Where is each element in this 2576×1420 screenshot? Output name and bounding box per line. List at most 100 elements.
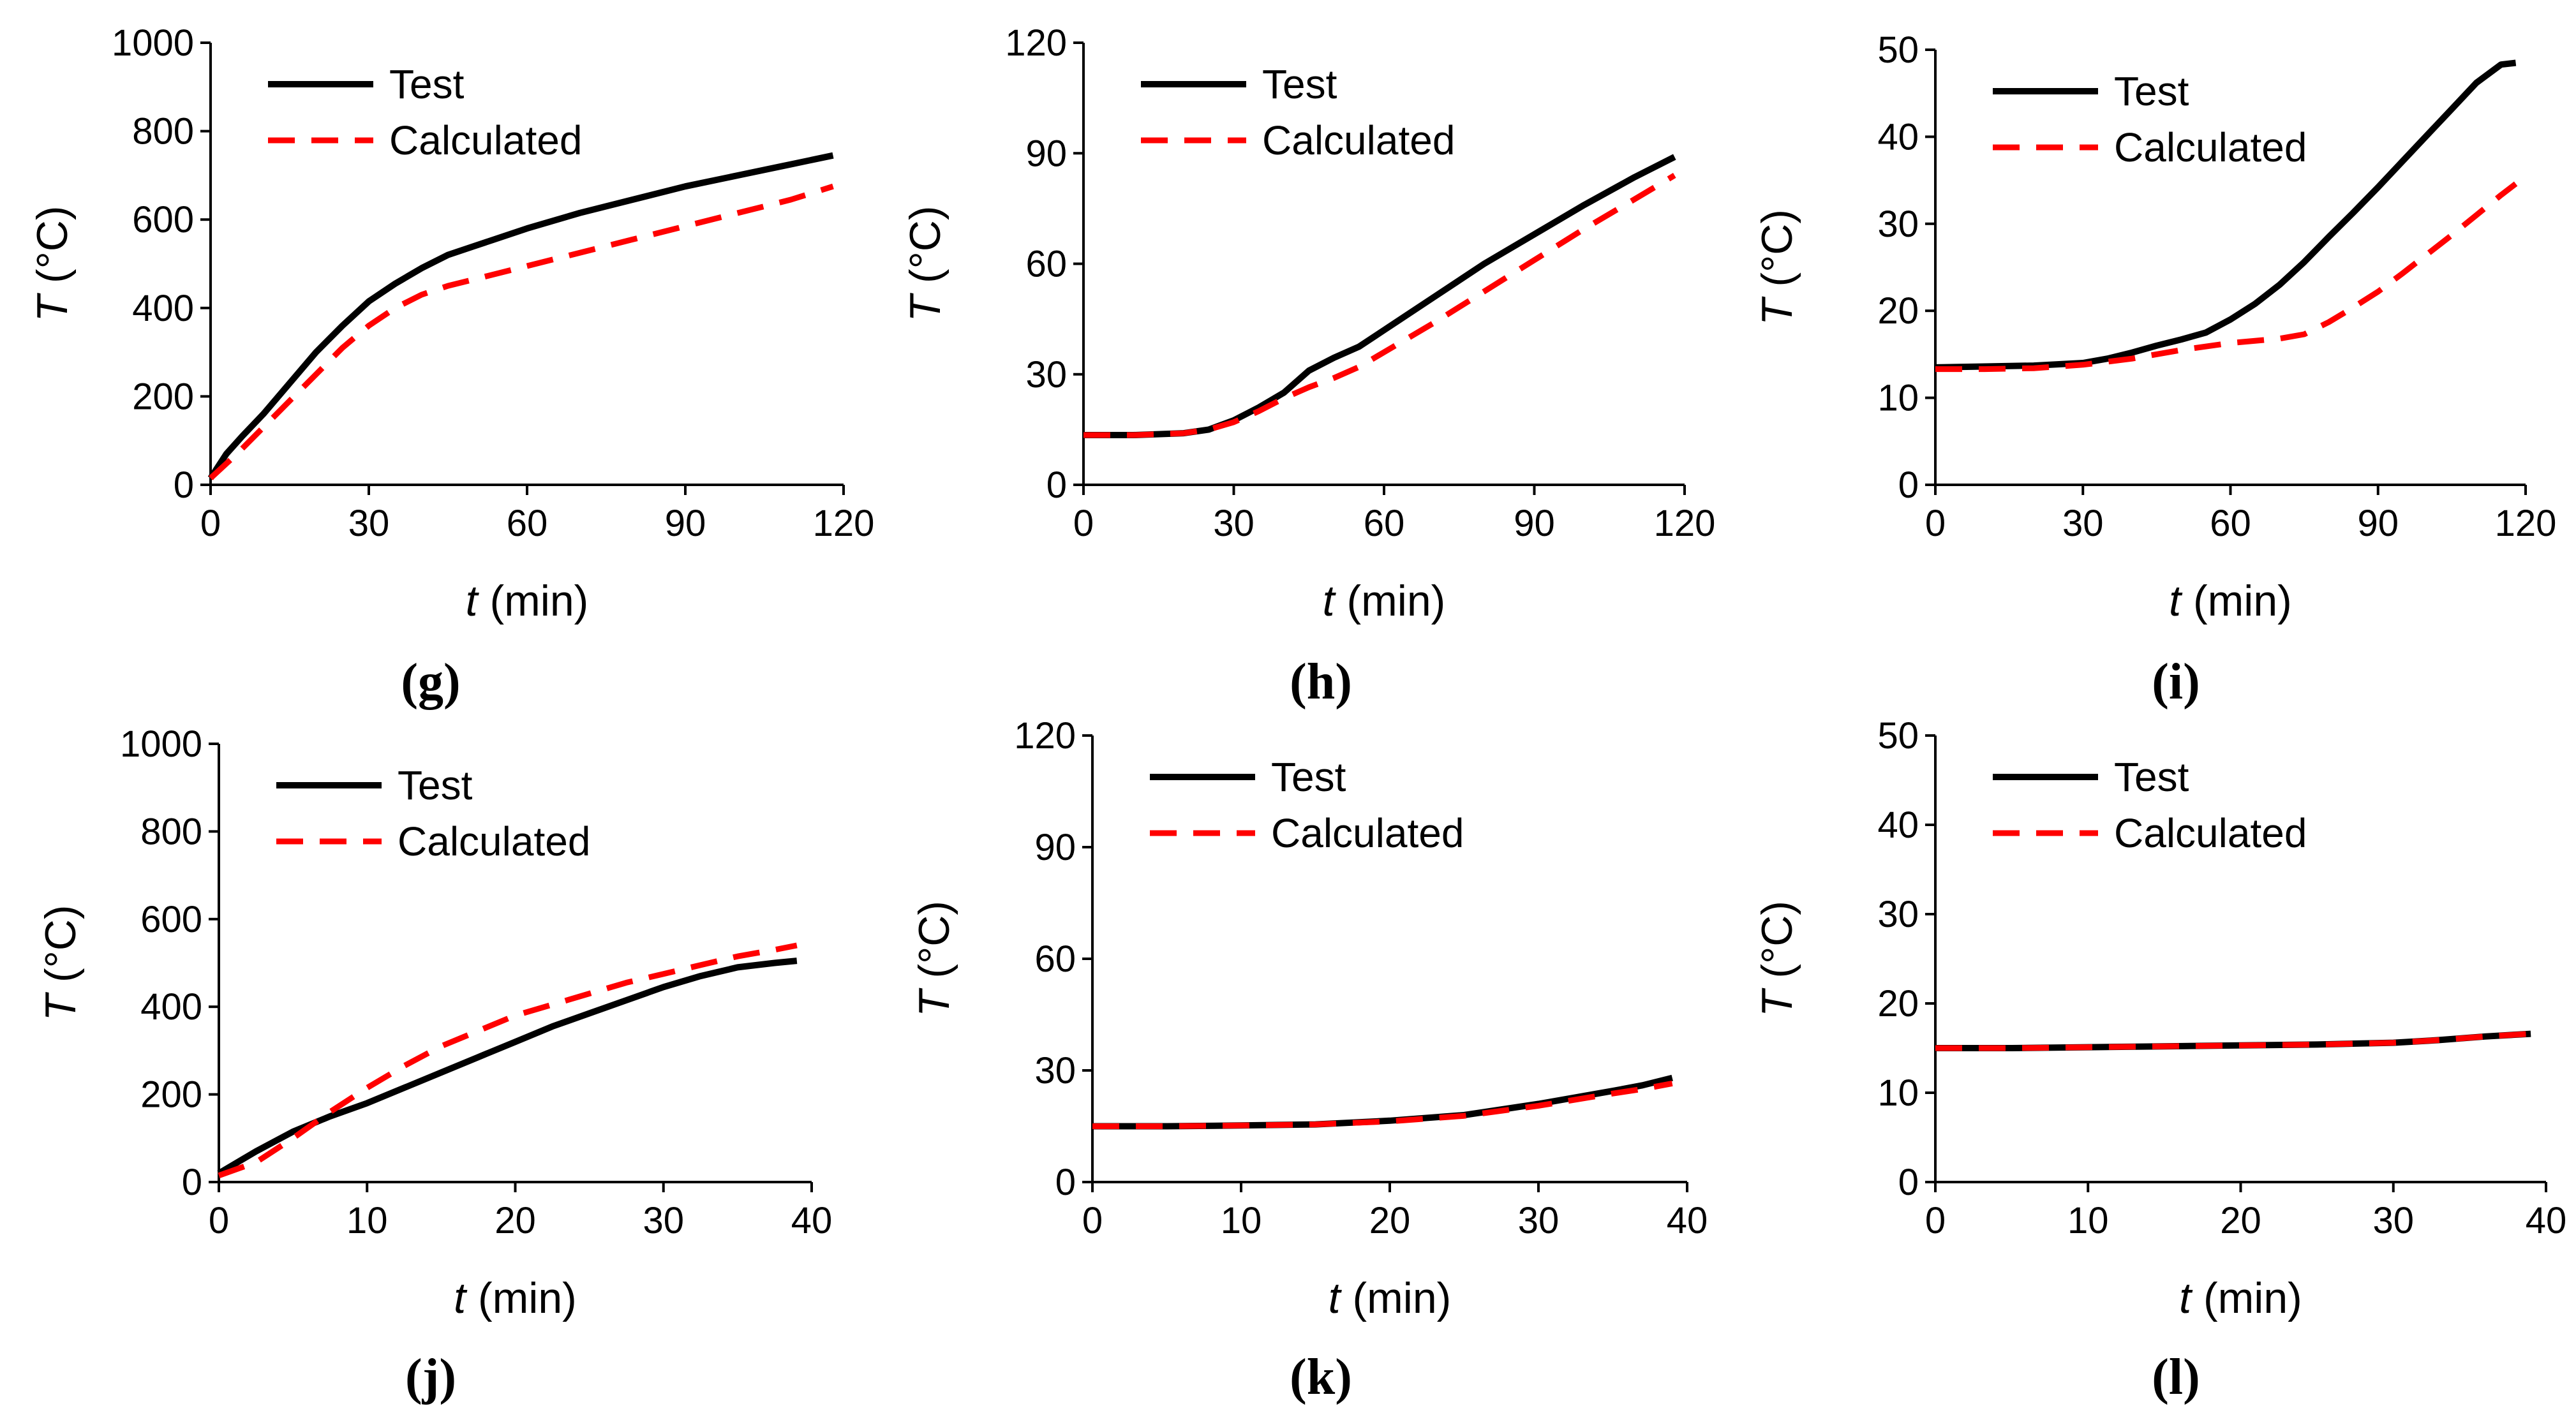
series-line-test	[1092, 1074, 1673, 1130]
x-tick-label: 120	[1654, 503, 1716, 544]
legend-label-calculated: Calculated	[389, 117, 582, 163]
y-tick-label: 30	[1877, 894, 1919, 935]
x-axis-variable: t	[2179, 1274, 2193, 1322]
x-tick-label: 20	[1369, 1200, 1411, 1241]
x-tick-label: 0	[1073, 503, 1094, 544]
y-tick-label: 0	[182, 1162, 202, 1203]
y-tick-label: 60	[1034, 938, 1076, 980]
panel-label: (i)	[2152, 654, 2200, 710]
x-tick-label: 30	[348, 503, 390, 544]
x-tick-label: 0	[209, 1200, 229, 1241]
legend-label-calculated: Calculated	[1271, 810, 1464, 856]
y-tick-label: 0	[1046, 464, 1067, 506]
y-axis-unit: (°C)	[1753, 209, 1801, 299]
legend-label-calculated: Calculated	[398, 818, 590, 864]
series-line-calculated	[218, 942, 798, 1178]
x-tick-label: 0	[200, 503, 221, 544]
x-axis-unit: (min)	[466, 1274, 577, 1322]
panel-label: (h)	[1290, 654, 1352, 710]
y-axis-variable: T	[36, 992, 85, 1021]
y-tick-label: 120	[1005, 22, 1067, 64]
x-axis-variable: t	[1329, 1274, 1343, 1322]
y-tick-label: 50	[1877, 715, 1919, 757]
legend-label-test: Test	[2114, 754, 2189, 800]
series-line-test	[207, 152, 834, 480]
x-axis-unit: (min)	[1341, 1274, 1452, 1322]
x-axis-unit: (min)	[478, 577, 589, 625]
series-line-calculated	[1935, 181, 2518, 373]
legend-label-calculated: Calculated	[2114, 810, 2307, 856]
x-axis-variable: t	[466, 577, 480, 625]
y-axis-unit: (°C)	[36, 905, 85, 994]
x-tick-label: 10	[1221, 1200, 1262, 1241]
x-tick-label: 20	[2220, 1200, 2261, 1241]
panel-label: (j)	[405, 1349, 456, 1405]
x-tick-label: 30	[1213, 503, 1254, 544]
y-axis-title: T (°C)	[901, 205, 949, 322]
legend-label-test: Test	[398, 762, 473, 808]
x-tick-label: 0	[1925, 1200, 1946, 1241]
x-axis-title: t (min)	[2169, 577, 2292, 625]
y-tick-label: 600	[132, 199, 194, 240]
series-line-test	[1083, 154, 1676, 438]
y-tick-label: 200	[132, 376, 194, 417]
x-tick-label: 60	[1364, 503, 1405, 544]
y-tick-label: 60	[1025, 244, 1067, 285]
x-tick-label: 30	[1518, 1200, 1560, 1241]
x-tick-label: 60	[507, 503, 548, 544]
chart-panel-6: 0 10 20 30 40 50 0 10 20 30 40 t (min) T (°C) Test Cal…	[1753, 715, 2566, 1405]
y-axis-unit: (°C)	[910, 901, 958, 990]
y-axis-title: T (°C)	[1753, 901, 1801, 1017]
y-axis-unit: (°C)	[901, 205, 949, 295]
panel-label: (k)	[1290, 1349, 1352, 1405]
x-tick-label: 90	[2357, 503, 2399, 544]
y-tick-label: 50	[1877, 29, 1919, 71]
y-tick-label: 800	[132, 111, 194, 152]
chart-panel-1: 0 200 400 600 800 1000 0 30 60 90 120 t (min) T (°C)…	[28, 22, 874, 710]
y-tick-label: 40	[1877, 116, 1919, 158]
chart-panel-5: 0 30 60 90 120 0 10 20 30 40 t (min) T (°C) Test Calc…	[910, 715, 1708, 1405]
series-line-calculated	[1935, 1031, 2531, 1051]
y-tick-label: 0	[1055, 1162, 1076, 1203]
series-line-calculated	[1083, 173, 1676, 438]
x-axis-variable: t	[2169, 577, 2183, 625]
x-tick-label: 20	[495, 1200, 536, 1241]
x-axis-title: t (min)	[1329, 1274, 1452, 1322]
y-axis-variable: T	[1753, 296, 1801, 325]
y-axis-variable: T	[910, 987, 958, 1017]
y-axis-title: T (°C)	[1753, 209, 1801, 325]
chart-panel-2: 0 30 60 90 120 0 30 60 90 120 t (min) T (°C) Test Cal…	[901, 22, 1715, 710]
x-tick-label: 120	[2495, 503, 2557, 544]
y-tick-label: 20	[1877, 290, 1919, 332]
y-tick-label: 120	[1014, 715, 1076, 757]
series-line-calculated	[1092, 1080, 1673, 1129]
x-tick-label: 60	[2210, 503, 2251, 544]
x-axis-title: t (min)	[1323, 577, 1446, 625]
y-axis-variable: T	[1753, 987, 1801, 1017]
series-line-test	[1935, 59, 2517, 371]
y-tick-label: 400	[132, 288, 194, 329]
x-axis-title: t (min)	[454, 1274, 577, 1322]
y-tick-label: 40	[1877, 804, 1919, 846]
x-tick-label: 40	[1667, 1200, 1708, 1241]
y-tick-label: 0	[174, 464, 194, 506]
x-axis-unit: (min)	[1335, 577, 1446, 625]
y-tick-label: 0	[1898, 1162, 1919, 1203]
y-tick-label: 30	[1877, 203, 1919, 245]
legend-label-test: Test	[1271, 754, 1346, 800]
y-axis-title: T (°C)	[910, 901, 958, 1017]
y-axis-title: T (°C)	[28, 205, 77, 322]
y-axis-variable: T	[901, 293, 949, 322]
x-axis-variable: t	[454, 1274, 468, 1322]
y-tick-label: 20	[1877, 983, 1919, 1024]
y-axis-variable: T	[28, 293, 77, 322]
y-tick-label: 1000	[112, 22, 194, 64]
legend-label-calculated: Calculated	[2114, 124, 2307, 170]
x-tick-label: 0	[1082, 1200, 1103, 1241]
x-axis-variable: t	[1323, 577, 1337, 625]
y-tick-label: 200	[140, 1074, 202, 1116]
x-axis-unit: (min)	[2181, 577, 2292, 625]
legend-label-test: Test	[389, 61, 465, 107]
y-tick-label: 10	[1877, 1072, 1919, 1114]
x-tick-label: 90	[1514, 503, 1555, 544]
